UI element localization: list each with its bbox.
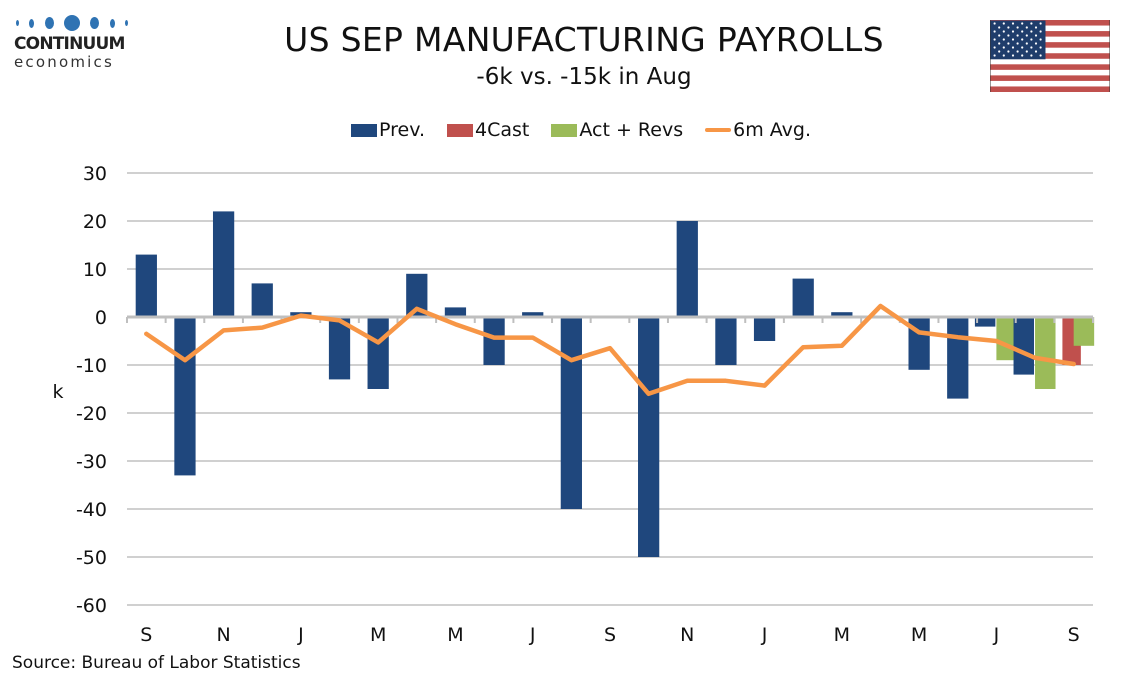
logo-wordmark: CONTINUUM [14, 34, 125, 54]
y-tick-label: 0 [95, 307, 107, 329]
bar-prev [974, 317, 996, 327]
x-tick-label: S [604, 624, 616, 646]
y-tick-label: 20 [83, 211, 107, 233]
legend-label-prev: Prev. [379, 119, 426, 141]
bar-prev [715, 317, 737, 365]
legend-label-forecast: 4Cast [475, 119, 530, 141]
bar-prev [328, 317, 351, 380]
x-tick-label: S [140, 624, 152, 646]
y-tick-label: 10 [83, 259, 107, 281]
y-tick-label: -10 [76, 355, 107, 377]
us-flag-icon [990, 20, 1110, 92]
legend-item-forecast: 4Cast [447, 119, 529, 141]
legend-label-avg: 6m Avg. [733, 119, 811, 141]
legend-swatch-forecast [447, 123, 474, 137]
chart-subtitle: -6k vs. -15k in Aug [476, 64, 692, 90]
bar-prev [444, 307, 467, 317]
legend-item-avg: 6m Avg. [705, 119, 811, 141]
legend-swatch-avg [705, 128, 732, 132]
bar-prev [753, 317, 776, 341]
bar-prev [831, 312, 853, 317]
bar-prev [212, 211, 235, 317]
bar-prev [367, 317, 389, 389]
y-tick-label: -50 [76, 547, 107, 569]
chart-title: US SEP MANUFACTURING PAYROLLS [284, 20, 884, 59]
y-tick-label: -20 [76, 403, 107, 425]
bar-prev [676, 221, 698, 317]
legend-item-prev: Prev. [351, 119, 425, 141]
y-tick-label: 30 [83, 163, 107, 185]
bar-prev [560, 317, 582, 509]
continuum-economics-logo: CONTINUUM economics [14, 14, 134, 70]
x-tick-label: M [911, 624, 927, 646]
bar-actual [1073, 317, 1095, 346]
source-note: Source: Bureau of Labor Statistics [12, 653, 301, 673]
x-tick-label: J [761, 624, 768, 646]
bar-prev [638, 317, 660, 557]
bar-prev [251, 283, 273, 317]
x-tick-label: J [297, 624, 304, 646]
x-tick-label: M [370, 624, 386, 646]
bar-prev [483, 317, 505, 365]
bar-prev [406, 273, 428, 317]
legend-label-actual: Act + Revs [579, 119, 684, 141]
x-tick-label: M [834, 624, 850, 646]
legend-item-actual: Act + Revs [551, 119, 683, 141]
x-tick-label: S [1068, 624, 1080, 646]
bar-prev [174, 317, 196, 476]
y-tick-label: -60 [76, 595, 107, 617]
bar-prev [135, 254, 157, 317]
bar-actual [1035, 317, 1056, 389]
y-tick-label: -40 [76, 499, 107, 521]
x-tick-label: N [680, 624, 694, 646]
chart-legend: Prev. 4Cast Act + Revs 6m Avg. [0, 119, 1134, 141]
bar-prev [792, 278, 814, 317]
x-tick-label: J [529, 624, 536, 646]
bar-prev [947, 317, 969, 399]
x-tick-label: M [447, 624, 463, 646]
bar-prev [1013, 317, 1035, 375]
logo-dots-icon [16, 14, 128, 32]
y-tick-label: -30 [76, 451, 107, 473]
bar-prev [522, 312, 544, 317]
x-tick-label: J [993, 624, 1000, 646]
y-axis-label: k [52, 381, 63, 403]
logo-tagline: economics [14, 53, 114, 71]
legend-swatch-actual [551, 123, 578, 137]
line-6m-avg [144, 303, 1076, 397]
x-tick-label: N [216, 624, 230, 646]
legend-swatch-prev [351, 123, 377, 137]
